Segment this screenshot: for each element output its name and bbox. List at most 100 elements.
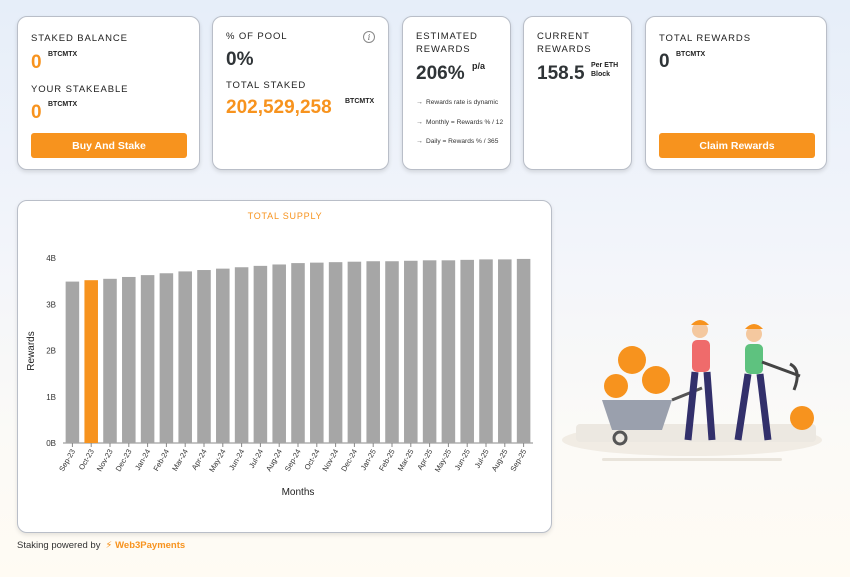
- total-rewards-unit: BTCMTX: [676, 51, 706, 58]
- bar: [159, 273, 174, 443]
- x-tick-label: Oct-24: [302, 448, 321, 472]
- staked-balance-value: 0: [31, 52, 42, 73]
- footer: Staking powered by ⚡ Web3Payments: [17, 540, 185, 551]
- x-tick-label: Jan-24: [133, 448, 152, 472]
- x-tick-label: Feb-24: [151, 448, 171, 473]
- y-axis-label: Rewards: [26, 331, 37, 370]
- total-staked-label: TOTAL STAKED: [226, 80, 307, 91]
- bar: [347, 261, 362, 443]
- y-tick-label: 1B: [46, 393, 56, 402]
- total-supply-chart: TOTAL SUPPLY 0B 1B 2B 3B 4B Sep-23 Oct-23Nov-23…: [26, 211, 533, 498]
- bar: [310, 262, 324, 443]
- bar: [516, 258, 531, 443]
- bar: [479, 259, 493, 443]
- bar: [197, 270, 211, 443]
- web3payments-logo-icon: ⚡: [105, 540, 113, 551]
- x-tick-label: Nov-23: [95, 448, 115, 473]
- rewards-note-3: → Daily = Rewards % / 365: [416, 137, 516, 146]
- estimated-rewards-card: ESTIMATED REWARDS 206% p/a → Rewards rat…: [402, 16, 511, 170]
- x-tick-label: Jul-25: [473, 448, 491, 470]
- web3payments-brand-text: Web3Payments: [115, 540, 186, 551]
- your-stakeable-label: YOUR STAKEABLE: [31, 84, 129, 95]
- x-tick-label: May-25: [433, 448, 453, 474]
- arrow-right-icon: →: [416, 99, 423, 106]
- x-tick-label: Jan-25: [359, 448, 378, 472]
- staked-balance-unit: BTCMTX: [48, 51, 78, 58]
- web3payments-link[interactable]: ⚡ Web3Payments: [105, 540, 185, 551]
- x-tick-label: Jul-24: [247, 448, 265, 470]
- x-tick-label: Apr-25: [415, 448, 434, 472]
- current-rewards-card: CURRENT REWARDS 158.5 Per ETH Block: [523, 16, 632, 170]
- current-rewards-label-line1: CURRENT: [537, 31, 590, 42]
- x-tick-label: Oct-23: [77, 448, 96, 472]
- x-tick-label: Sep-24: [283, 448, 303, 473]
- staked-balance-card: STAKED BALANCE 0 BTCMTX YOUR STAKEABLE 0…: [17, 16, 200, 170]
- rewards-note-3-text: Daily = Rewards % / 365: [426, 138, 499, 145]
- current-rewards-unit-line2: Block: [591, 71, 611, 78]
- x-tick-label: May-24: [207, 448, 227, 474]
- bar: [103, 278, 117, 443]
- bar: [253, 265, 268, 443]
- current-rewards-unit-line1: Per ETH: [591, 62, 619, 69]
- x-tick-label: Nov-24: [320, 448, 340, 473]
- estimated-rewards-value: 206%: [416, 63, 465, 84]
- x-tick-label: Feb-25: [377, 448, 397, 473]
- x-tick-label: Mar-24: [170, 448, 190, 473]
- bar: [122, 276, 136, 443]
- y-tick-label: 4B: [46, 254, 56, 263]
- current-rewards-value: 158.5: [537, 63, 585, 84]
- current-rewards-label-line2: REWARDS: [537, 44, 592, 55]
- your-stakeable-value: 0: [31, 102, 42, 123]
- arrow-right-icon: →: [416, 138, 423, 145]
- x-tick-label: Sep-23: [57, 448, 77, 473]
- bar: [366, 261, 380, 443]
- estimated-rewards-unit: p/a: [472, 61, 486, 71]
- bar: [140, 275, 155, 443]
- x-tick-label: Sep-25: [508, 447, 528, 472]
- bar: [291, 263, 305, 443]
- total-rewards-value: 0: [659, 51, 670, 72]
- y-tick-label: 0B: [46, 439, 56, 448]
- total-rewards-card: TOTAL REWARDS 0 BTCMTX Claim Rewards: [645, 16, 827, 170]
- pool-card: % OF POOL i 0% TOTAL STAKED 202,529,258 …: [212, 16, 389, 170]
- arrow-right-icon: →: [416, 119, 423, 126]
- bar: [404, 260, 418, 443]
- bar: [234, 267, 249, 443]
- y-tick-label: 3B: [46, 300, 56, 309]
- bar: [272, 264, 286, 443]
- bar: [385, 261, 399, 443]
- total-staked-value: 202,529,258: [226, 97, 332, 118]
- bar: [178, 271, 192, 443]
- total-staked-unit: BTCMTX: [345, 98, 375, 105]
- total-supply-chart-card: TOTAL SUPPLY 0B 1B 2B 3B 4B Sep-23 Oct-23 Nov-23…: [17, 200, 552, 533]
- claim-rewards-button[interactable]: Claim Rewards: [659, 133, 815, 158]
- chart-title: TOTAL SUPPLY: [248, 211, 323, 221]
- miners-illustration: [562, 300, 832, 475]
- pool-percent-label: % OF POOL: [226, 31, 288, 42]
- y-tick-label: 2B: [46, 347, 56, 356]
- bar-highlighted: [84, 280, 98, 443]
- bar: [441, 260, 456, 443]
- x-tick-label: Jun-25: [453, 448, 472, 472]
- pool-percent-value: 0%: [226, 49, 254, 70]
- footer-text: Staking powered by: [17, 540, 101, 551]
- x-axis-label: Months: [282, 487, 315, 498]
- rewards-note-1: → Rewards rate is dynamic: [416, 98, 516, 107]
- total-rewards-label: TOTAL REWARDS: [659, 33, 751, 44]
- x-tick-label: Jun-24: [227, 448, 246, 472]
- x-tick-label: Mar-25: [396, 448, 416, 473]
- bar: [460, 259, 474, 443]
- estimated-rewards-label-line2: REWARDS: [416, 44, 471, 55]
- rewards-note-1-text: Rewards rate is dynamic: [426, 99, 499, 106]
- info-icon[interactable]: i: [363, 31, 375, 43]
- rewards-note-2: → Monthly = Rewards % / 12: [416, 118, 516, 127]
- x-tick-label: Aug-25: [490, 448, 510, 473]
- bar: [422, 260, 437, 443]
- bar: [328, 262, 343, 443]
- x-tick-label: Apr-24: [190, 448, 209, 472]
- your-stakeable-unit: BTCMTX: [48, 101, 78, 108]
- rewards-note-2-text: Monthly = Rewards % / 12: [426, 119, 504, 126]
- buy-and-stake-button[interactable]: Buy And Stake: [31, 133, 187, 158]
- estimated-rewards-label-line1: ESTIMATED: [416, 31, 478, 42]
- x-tick-label: Aug-24: [264, 448, 284, 473]
